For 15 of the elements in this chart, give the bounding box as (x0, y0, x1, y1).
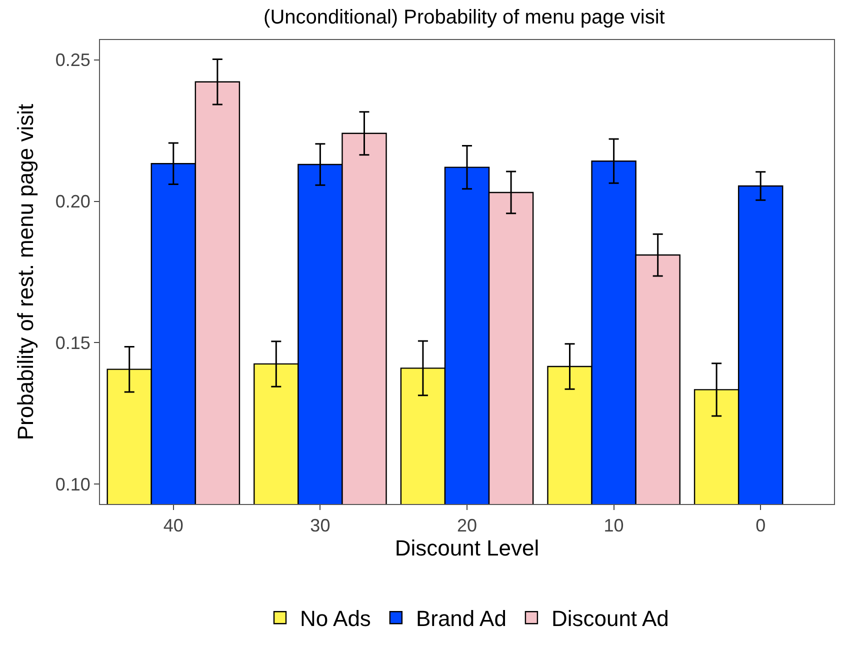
y-tick-label: 0.10 (55, 474, 90, 494)
x-tick-label: 30 (310, 516, 330, 536)
chart-title: (Unconditional) Probability of menu page visit (264, 6, 666, 29)
y-axis-title: Probability of rest. menu page visit (13, 104, 38, 440)
x-tick-label: 20 (456, 516, 478, 536)
legend-label: Brand Ad (416, 606, 506, 632)
x-tick-label: 0 (756, 516, 766, 536)
y-tick-label: 0.20 (55, 192, 90, 212)
legend-label: Discount Ad (551, 606, 669, 632)
x-tick-label: 40 (163, 516, 184, 536)
y-tick-label: 0.25 (55, 50, 90, 70)
x-tick-label: 10 (604, 516, 624, 536)
y-tick-label: 0.15 (55, 333, 90, 354)
legend-label: No Ads (300, 606, 371, 632)
x-axis-title: Discount Level (394, 536, 540, 561)
